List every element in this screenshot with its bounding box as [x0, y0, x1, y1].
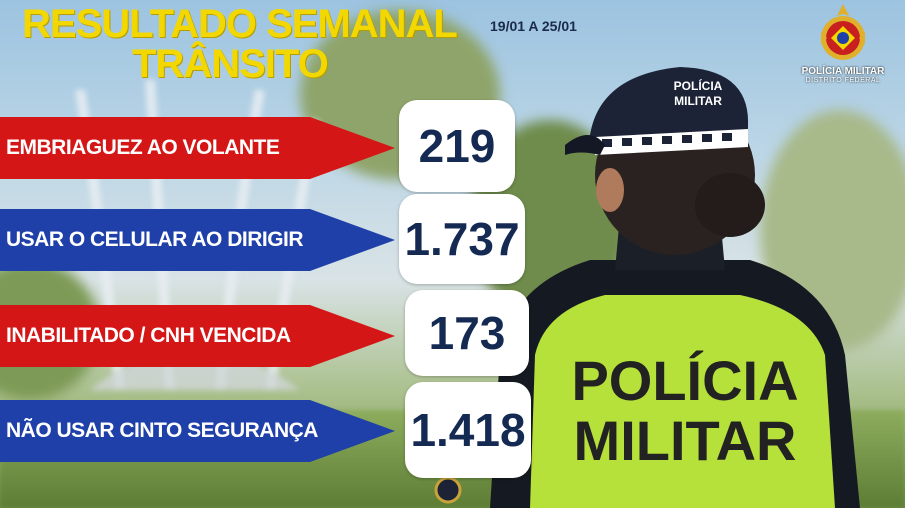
- pmdf-logo: POLÍCIA MILITAR DISTRITO FEDERAL: [788, 2, 898, 97]
- stat-value: 173: [405, 290, 529, 376]
- stat-banner-no-seatbelt: NÃO USAR CINTO SEGURANÇA: [0, 400, 400, 462]
- stat-label: USAR O CELULAR AO DIRIGIR: [6, 228, 304, 251]
- cap-text-line2: MILITAR: [674, 94, 722, 108]
- stat-banner-unlicensed: INABILITADO / CNH VENCIDA: [0, 305, 400, 367]
- stat-label: NÃO USAR CINTO SEGURANÇA: [6, 419, 318, 442]
- logo-name: POLÍCIA MILITAR: [801, 66, 885, 77]
- pmdf-emblem-icon: [821, 4, 865, 60]
- cap-text-line1: POLÍCIA: [674, 78, 723, 93]
- title-line2: TRÂNSITO: [132, 42, 329, 86]
- vest-text-line2: MILITAR: [574, 409, 797, 472]
- stat-label: INABILITADO / CNH VENCIDA: [6, 324, 291, 347]
- stat-label: EMBRIAGUEZ AO VOLANTE: [6, 136, 280, 159]
- logo-subtitle: DISTRITO FEDERAL: [805, 77, 881, 84]
- vest-text-line1: POLÍCIA: [571, 349, 798, 412]
- stat-value: 1.737: [399, 194, 525, 284]
- stat-banner-phone-use: USAR O CELULAR AO DIRIGIR: [0, 209, 400, 271]
- title-line1: RESULTADO SEMANAL: [22, 2, 458, 46]
- vest: [530, 295, 835, 508]
- officer-figure: POLÍCIA MILITAR POLÍCIA MILITAR: [434, 67, 860, 508]
- stat-value: 1.418: [405, 382, 531, 478]
- date-range: 19/01 A 25/01: [490, 18, 577, 34]
- stat-banner-drunk-driving: EMBRIAGUEZ AO VOLANTE: [0, 117, 400, 179]
- stat-value: 219: [399, 100, 515, 192]
